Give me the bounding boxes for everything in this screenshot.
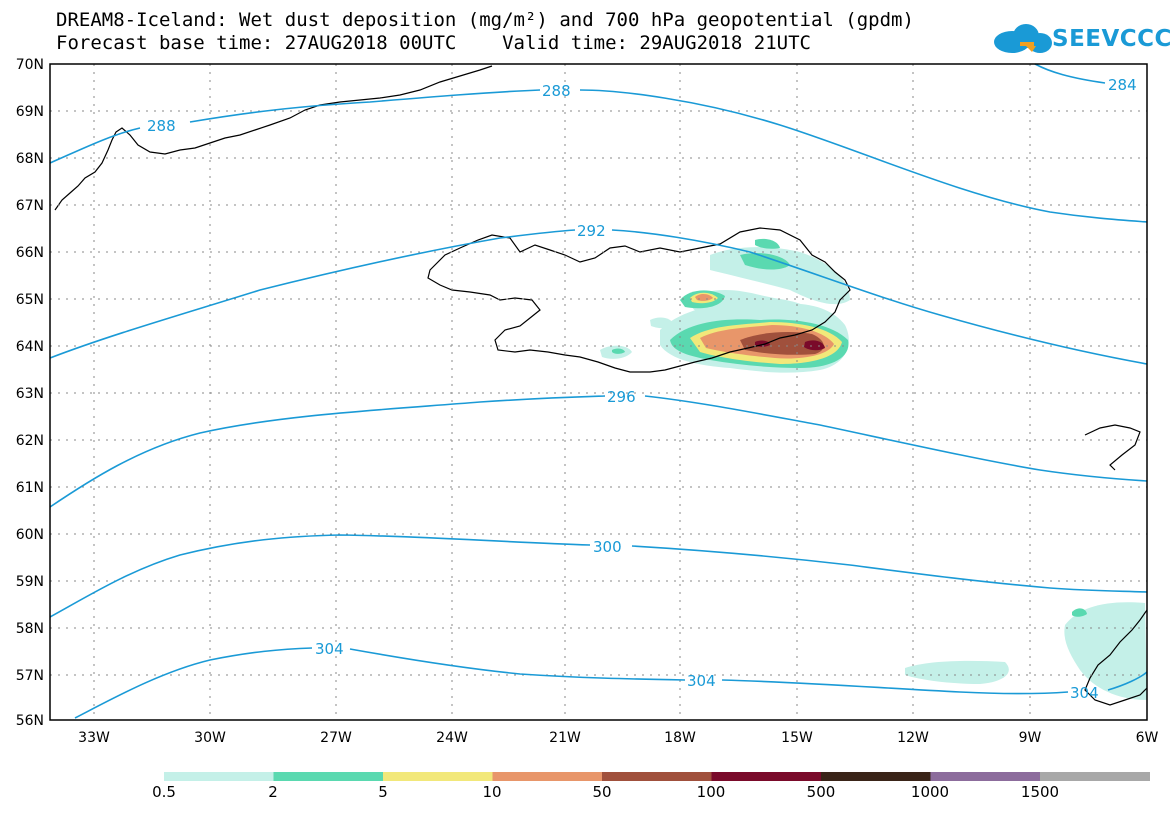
contour-label-304-right: 304 [1070, 684, 1099, 702]
lon-label: 24W [436, 730, 468, 746]
colorbar-label: 100 [696, 783, 726, 801]
lat-label: 62N [16, 433, 44, 449]
colorbar-swatch [1040, 772, 1150, 781]
lon-label: 15W [781, 730, 813, 746]
coastlines [54, 65, 1148, 706]
lat-label: 59N [16, 574, 44, 590]
colorbar-swatch [383, 772, 493, 781]
geopotential-contours [49, 63, 1148, 719]
contour-288 [49, 89, 1148, 223]
lat-label: 56N [16, 713, 44, 729]
lon-label: 6W [1136, 730, 1159, 746]
scotland-coastline [1084, 609, 1148, 706]
contour-284 [1034, 63, 1106, 84]
lat-label: 68N [16, 151, 44, 167]
colorbar-swatch [711, 772, 822, 781]
contour-label-288-left: 288 [147, 117, 176, 135]
colorbar-label: 2 [268, 783, 278, 801]
colorbar-label: 1000 [910, 783, 950, 801]
lon-label: 9W [1019, 730, 1042, 746]
lon-label: 18W [664, 730, 696, 746]
longitude-labels: 33W 30W 27W 24W 21W 18W 15W 12W 9W 6W [78, 730, 1158, 746]
lat-label: 61N [16, 480, 44, 496]
contour-300 [49, 534, 1148, 618]
lon-label: 30W [194, 730, 226, 746]
contour-label-288-center: 288 [542, 82, 571, 100]
lat-label: 66N [16, 245, 44, 261]
seevccc-logo [994, 24, 1052, 53]
iceland-coastline [427, 227, 851, 373]
colorbar-swatch [821, 772, 931, 781]
colorbar [164, 772, 1150, 781]
lat-label: 65N [16, 292, 44, 308]
colorbar-swatch [273, 772, 384, 781]
contour-304 [74, 647, 1148, 719]
lat-label: 69N [16, 104, 44, 120]
lat-label: 57N [16, 668, 44, 684]
colorbar-swatch [602, 772, 712, 781]
logo-text: SEEVCCC [1052, 26, 1172, 52]
lat-label: 58N [16, 621, 44, 637]
contour-label-284: 284 [1108, 76, 1137, 94]
contour-296 [49, 395, 1148, 508]
contour-label-300: 300 [593, 538, 622, 556]
colorbar-label: 10 [482, 783, 502, 801]
colorbar-label: 500 [806, 783, 836, 801]
contour-label-304-left: 304 [315, 640, 344, 658]
contour-labels: 288 288 284 292 296 300 304 304 304 [147, 76, 1137, 702]
graticule [50, 64, 1147, 720]
contour-label-292: 292 [577, 222, 606, 240]
lat-label: 67N [16, 198, 44, 214]
latitude-labels: 70N 69N 68N 67N 66N 65N 64N 63N 62N 61N … [16, 57, 44, 729]
contour-label-304-center: 304 [687, 672, 716, 690]
map-subtitle: Forecast base time: 27AUG2018 00UTC Vali… [56, 32, 811, 54]
map-frame [49, 63, 1148, 721]
lon-label: 12W [897, 730, 929, 746]
contour-292 [49, 229, 1148, 365]
colorbar-label: 1500 [1020, 783, 1060, 801]
colorbar-label: 5 [378, 783, 388, 801]
greenland-coastline [54, 65, 493, 211]
lat-label: 64N [16, 339, 44, 355]
lon-label: 27W [320, 730, 352, 746]
lon-label: 21W [549, 730, 581, 746]
colorbar-swatch [492, 772, 603, 781]
cloud-icon [994, 24, 1052, 53]
contour-label-296: 296 [607, 388, 636, 406]
lat-label: 63N [16, 386, 44, 402]
dust-deposition-layer [600, 238, 1147, 700]
lat-label: 60N [16, 527, 44, 543]
map-title: DREAM8-Iceland: Wet dust deposition (mg/… [56, 9, 914, 31]
lon-label: 33W [78, 730, 110, 746]
colorbar-label: 0.5 [152, 783, 176, 801]
colorbar-swatch [164, 772, 274, 781]
colorbar-label: 50 [592, 783, 612, 801]
lat-label: 70N [16, 57, 44, 73]
faroe-islands-coastline [1084, 424, 1141, 471]
colorbar-swatch [930, 772, 1041, 781]
